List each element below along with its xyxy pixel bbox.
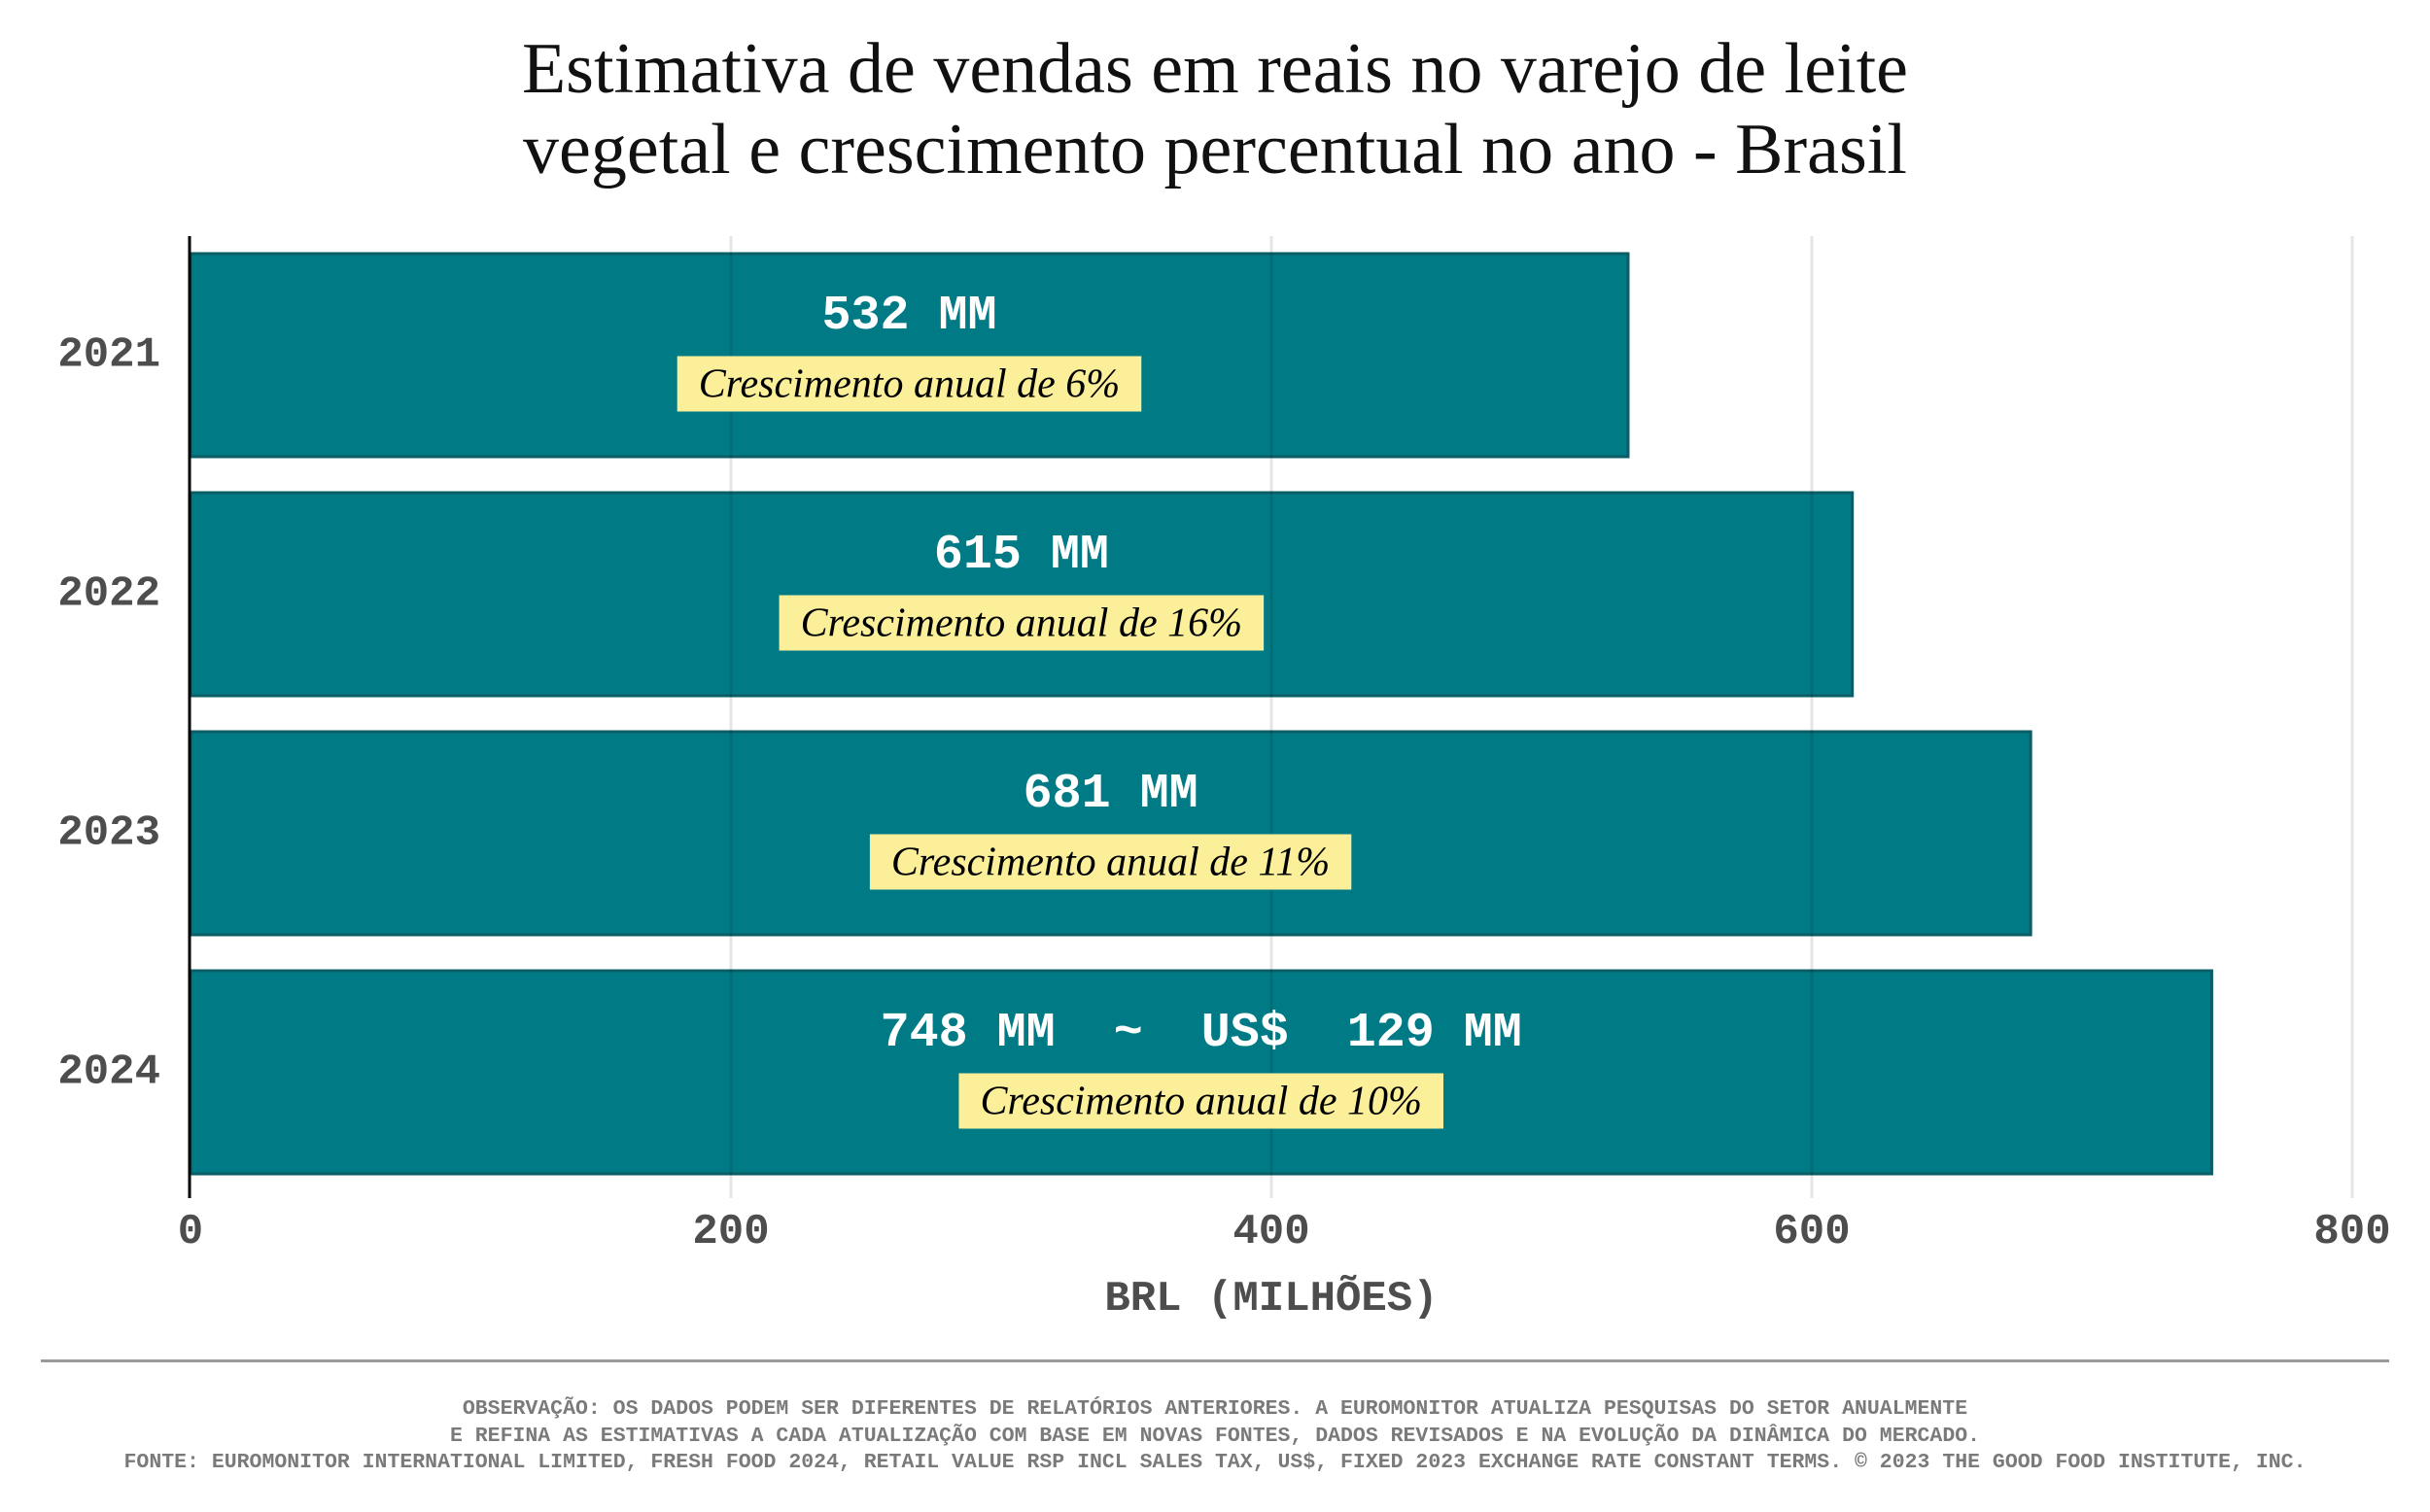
footnotes: OBSERVAÇÃO: OS DADOS PODEM SER DIFERENTE… xyxy=(0,1396,2430,1477)
growth-badge-text: Crescimento anual de 11% xyxy=(891,841,1330,885)
y-tick-label: 2022 xyxy=(57,570,160,619)
footnote-observation-line-2: E REFINA AS ESTIMATIVAS A CADA ATUALIZAÇ… xyxy=(449,1424,1981,1448)
y-axis-ticks: 2021 2022 2023 2024 xyxy=(57,331,160,1097)
footnote-observation-line-1: OBSERVAÇÃO: OS DADOS PODEM SER DIFERENTE… xyxy=(462,1397,1968,1421)
chart-title-line-1: Estimativa de vendas em reais no varejo … xyxy=(521,29,1909,109)
y-tick-label: 2021 xyxy=(57,331,160,380)
bar-2023 xyxy=(189,730,2032,937)
x-axis-title: BRL (MILHÕES) xyxy=(1104,1273,1438,1323)
bars-layer xyxy=(189,252,2213,1176)
growth-badge-background xyxy=(869,834,1352,890)
bar-value-label: 532 MM xyxy=(821,289,996,344)
chart-title-line-2: vegetal e crescimento percentual no ano … xyxy=(523,110,1907,189)
x-tick-label: 0 xyxy=(178,1208,203,1256)
growth-badge-text: Crescimento anual de 6% xyxy=(699,362,1121,407)
chart-title: Estimativa de vendas em reais no varejo … xyxy=(0,29,2430,190)
bar-labels-layer: 532 MM Crescimento anual de 6% 615 MM Cresc… xyxy=(677,289,1522,1129)
x-axis-ticks: 0 200 400 600 800 xyxy=(178,1208,2391,1256)
bar-2024 xyxy=(189,969,2213,1176)
x-tick-label: 800 xyxy=(2313,1208,2390,1256)
footnote-source: FONTE: EUROMONITOR INTERNATIONAL LIMITED… xyxy=(123,1451,2307,1474)
bar-chart: 532 MM Crescimento anual de 6% 615 MM Cresc… xyxy=(57,236,2391,1323)
y-tick-label: 2024 xyxy=(57,1048,160,1097)
x-tick-label: 200 xyxy=(692,1208,769,1256)
growth-badge-background xyxy=(677,356,1142,412)
bar-value-label: 681 MM xyxy=(1024,767,1198,822)
growth-badge: Crescimento anual de 6% xyxy=(677,356,1142,412)
bar-2021 xyxy=(189,252,1630,459)
footer-divider xyxy=(41,1359,2389,1362)
growth-badge: Crescimento anual de 10% xyxy=(958,1073,1443,1129)
bar-value-label: 615 MM xyxy=(934,528,1109,583)
y-tick-label: 2023 xyxy=(57,809,160,858)
growth-badge-text: Crescimento anual de 10% xyxy=(980,1080,1422,1124)
x-tick-label: 600 xyxy=(1773,1208,1850,1256)
growth-badge: Crescimento anual de 16% xyxy=(779,595,1265,651)
growth-badge-text: Crescimento anual de 16% xyxy=(801,601,1243,646)
bar-value-label: 748 MM ~ US$ 129 MM xyxy=(881,1006,1522,1061)
bar-2022 xyxy=(189,491,1855,698)
growth-badge-background xyxy=(779,595,1265,651)
growth-badge: Crescimento anual de 11% xyxy=(869,834,1352,890)
growth-badge-background xyxy=(958,1073,1443,1129)
x-tick-label: 400 xyxy=(1232,1208,1309,1256)
